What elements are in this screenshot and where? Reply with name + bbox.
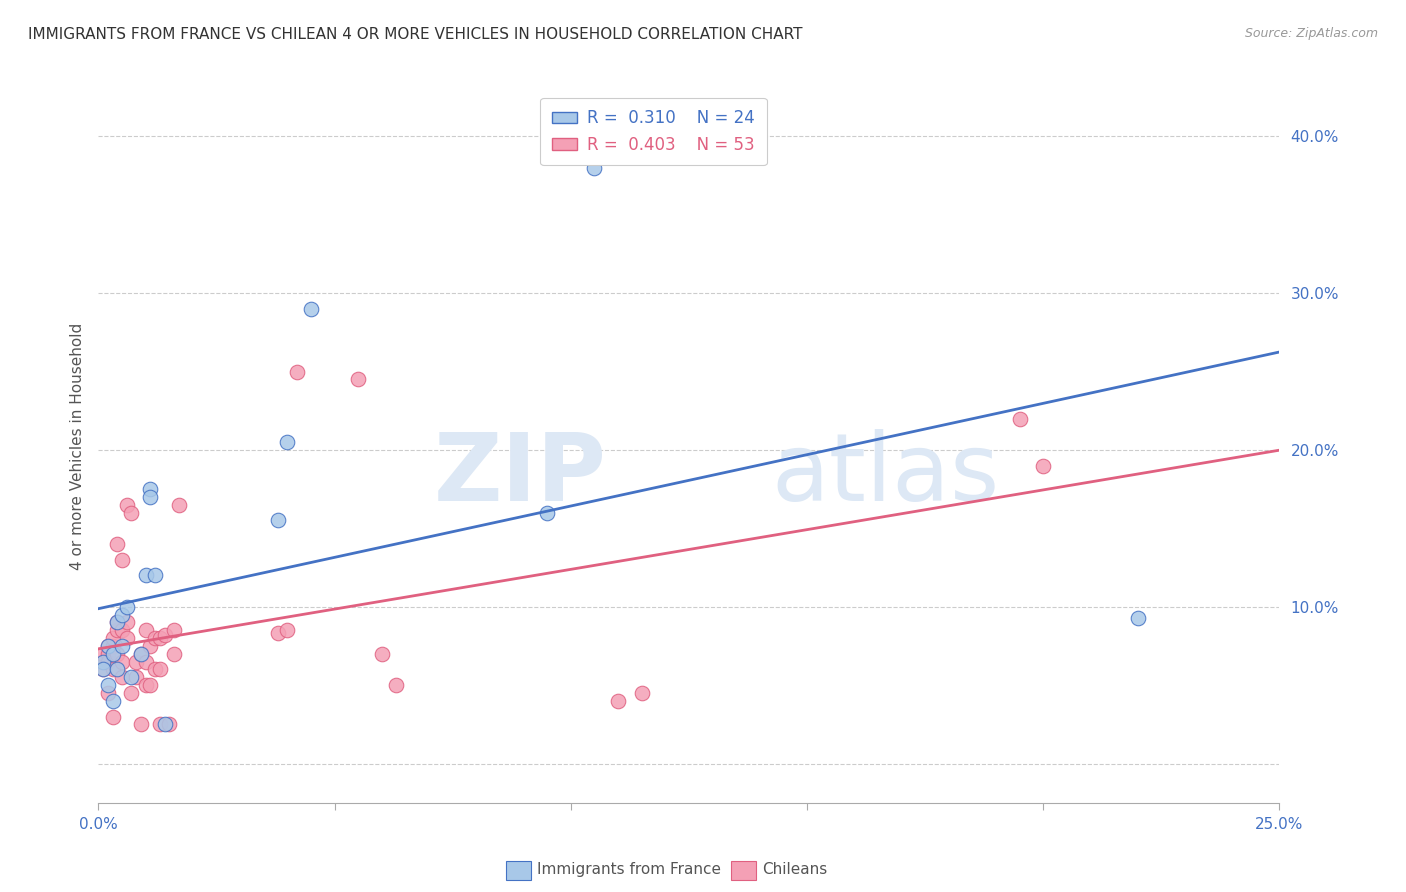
Point	[1032, 458, 1054, 473]
Point	[143, 568, 166, 582]
Point	[153, 628, 176, 642]
Point	[121, 670, 143, 684]
Point	[105, 615, 128, 630]
Text: ZIP: ZIP	[433, 428, 606, 521]
Point	[101, 694, 124, 708]
Point	[135, 624, 157, 638]
Legend: R =  0.310    N = 24, R =  0.403    N = 53: R = 0.310 N = 24, R = 0.403 N = 53	[540, 97, 766, 165]
Point	[91, 663, 114, 677]
Text: Source: ZipAtlas.com: Source: ZipAtlas.com	[1244, 27, 1378, 40]
Point	[129, 647, 152, 661]
Point	[1126, 611, 1149, 625]
Point	[111, 624, 134, 638]
Text: atlas: atlas	[772, 428, 1000, 521]
Point	[105, 537, 128, 551]
Point	[101, 709, 124, 723]
Point	[276, 435, 298, 450]
Point	[101, 631, 124, 645]
Point	[97, 678, 120, 692]
Point	[115, 498, 138, 512]
Point	[149, 631, 172, 645]
Text: IMMIGRANTS FROM FRANCE VS CHILEAN 4 OR MORE VEHICLES IN HOUSEHOLD CORRELATION CH: IMMIGRANTS FROM FRANCE VS CHILEAN 4 OR M…	[28, 27, 803, 42]
Point	[125, 655, 148, 669]
Point	[97, 639, 120, 653]
Point	[139, 678, 162, 692]
Point	[111, 670, 134, 684]
Point	[630, 686, 652, 700]
Point	[129, 717, 152, 731]
Point	[276, 624, 298, 638]
Point	[105, 615, 128, 630]
Point	[135, 655, 157, 669]
Point	[105, 663, 128, 677]
Text: Immigrants from France: Immigrants from France	[537, 863, 721, 877]
Point	[111, 552, 134, 566]
Point	[115, 615, 138, 630]
Point	[267, 626, 290, 640]
Point	[111, 655, 134, 669]
Point	[115, 631, 138, 645]
Point	[536, 506, 558, 520]
Y-axis label: 4 or more Vehicles in Household: 4 or more Vehicles in Household	[69, 322, 84, 570]
Point	[121, 686, 143, 700]
Point	[101, 663, 124, 677]
Point	[167, 498, 190, 512]
Point	[385, 678, 408, 692]
Point	[97, 647, 120, 661]
Point	[163, 624, 186, 638]
Point	[607, 694, 630, 708]
Point	[91, 655, 114, 669]
Point	[105, 624, 128, 638]
Point	[91, 655, 114, 669]
Point	[91, 663, 114, 677]
Point	[149, 663, 172, 677]
Point	[97, 686, 120, 700]
Point	[101, 647, 124, 661]
Point	[91, 647, 114, 661]
Point	[135, 568, 157, 582]
Point	[105, 647, 128, 661]
Point	[143, 631, 166, 645]
Point	[143, 663, 166, 677]
Point	[139, 482, 162, 496]
Point	[101, 639, 124, 653]
Point	[111, 607, 134, 622]
Point	[97, 655, 120, 669]
Point	[157, 717, 180, 731]
Point	[583, 161, 606, 175]
Point	[267, 514, 290, 528]
Point	[121, 506, 143, 520]
Point	[135, 678, 157, 692]
Point	[1008, 411, 1031, 425]
Point	[97, 639, 120, 653]
Point	[285, 364, 308, 378]
Point	[149, 717, 172, 731]
Point	[115, 599, 138, 614]
Point	[347, 372, 370, 386]
Point	[129, 647, 152, 661]
Point	[111, 639, 134, 653]
Point	[153, 717, 176, 731]
Point	[139, 490, 162, 504]
Point	[163, 647, 186, 661]
Point	[125, 670, 148, 684]
Point	[371, 647, 394, 661]
Text: Chileans: Chileans	[762, 863, 827, 877]
Point	[139, 639, 162, 653]
Point	[299, 301, 322, 316]
